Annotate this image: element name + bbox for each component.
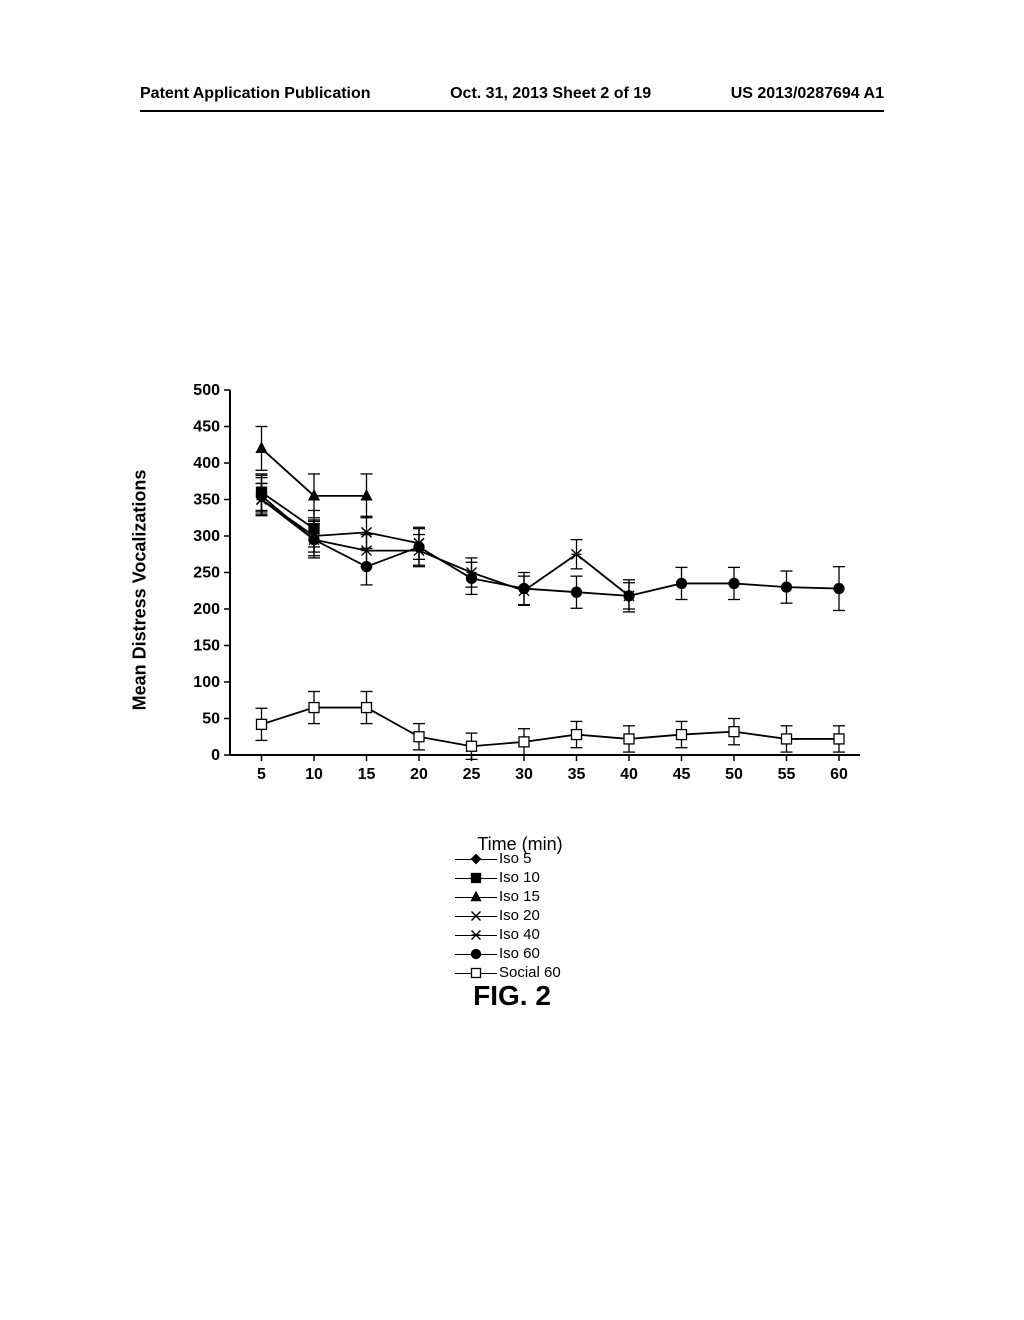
svg-text:350: 350 xyxy=(193,492,220,509)
legend-label: Iso 10 xyxy=(499,869,540,887)
y-axis-label: Mean Distress Vocalizations xyxy=(130,470,151,711)
legend-marker xyxy=(455,909,497,923)
header-right: US 2013/0287694 A1 xyxy=(731,85,884,103)
svg-text:45: 45 xyxy=(673,766,691,783)
svg-text:250: 250 xyxy=(193,565,220,582)
legend: Iso 5Iso 10Iso 15Iso 20Iso 40Iso 60Socia… xyxy=(455,850,561,983)
legend-row: Iso 20 xyxy=(455,907,561,925)
header-center: Oct. 31, 2013 Sheet 2 of 19 xyxy=(450,85,651,103)
legend-row: Iso 10 xyxy=(455,869,561,887)
svg-text:15: 15 xyxy=(358,766,376,783)
svg-text:20: 20 xyxy=(410,766,428,783)
legend-marker xyxy=(455,928,497,942)
svg-text:100: 100 xyxy=(193,674,220,691)
line-chart-svg: 0 50 100 150 200 250 300 350 400 450 500 5 10 15 20 25 3… xyxy=(170,380,870,800)
legend-label: Iso 5 xyxy=(499,850,532,868)
legend-marker xyxy=(455,852,497,866)
chart-container: Mean Distress Vocalizations 050100150200… xyxy=(170,380,870,800)
svg-text:0: 0 xyxy=(211,747,220,764)
legend-label: Iso 40 xyxy=(499,926,540,944)
svg-text:55: 55 xyxy=(778,766,796,783)
legend-row: Iso 60 xyxy=(455,945,561,963)
legend-row: Iso 15 xyxy=(455,888,561,906)
legend-label: Iso 20 xyxy=(499,907,540,925)
legend-row: Iso 40 xyxy=(455,926,561,944)
svg-text:400: 400 xyxy=(193,455,220,472)
svg-text:50: 50 xyxy=(202,711,220,728)
svg-text:60: 60 xyxy=(830,766,848,783)
svg-text:35: 35 xyxy=(568,766,586,783)
svg-text:50: 50 xyxy=(725,766,743,783)
legend-label: Iso 15 xyxy=(499,888,540,906)
legend-marker xyxy=(455,966,497,980)
svg-text:150: 150 xyxy=(193,638,220,655)
legend-label: Iso 60 xyxy=(499,945,540,963)
legend-row: Iso 5 xyxy=(455,850,561,868)
patent-header: Patent Application Publication Oct. 31, … xyxy=(0,85,1024,103)
svg-text:40: 40 xyxy=(620,766,638,783)
header-left: Patent Application Publication xyxy=(140,85,371,103)
svg-text:25: 25 xyxy=(463,766,481,783)
legend-marker xyxy=(455,890,497,904)
svg-text:30: 30 xyxy=(515,766,533,783)
header-rule xyxy=(140,110,884,112)
svg-text:450: 450 xyxy=(193,419,220,436)
svg-text:10: 10 xyxy=(305,766,323,783)
figure-caption: FIG. 2 xyxy=(473,980,551,1012)
legend-marker xyxy=(455,947,497,961)
legend-marker xyxy=(455,871,497,885)
svg-text:5: 5 xyxy=(257,766,266,783)
svg-text:300: 300 xyxy=(193,528,220,545)
svg-text:500: 500 xyxy=(193,382,220,399)
svg-text:200: 200 xyxy=(193,601,220,618)
